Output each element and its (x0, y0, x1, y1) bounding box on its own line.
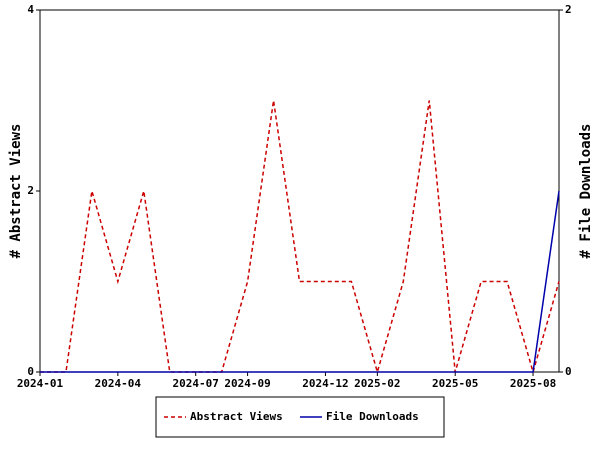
x-tick-label: 2024-12 (302, 377, 348, 390)
y-axis-label: # Abstract Views (8, 124, 24, 259)
legend-label: Abstract Views (190, 410, 283, 423)
x-tick-label: 2024-01 (17, 377, 64, 390)
y-tick-label: 2 (27, 184, 34, 197)
x-tick-label: 2024-07 (173, 377, 219, 390)
x-tick-label: 2025-05 (432, 377, 478, 390)
x-tick-label: 2025-08 (510, 377, 556, 390)
y2-tick-label: 0 (565, 365, 572, 378)
series-line (40, 100, 560, 375)
series-line (40, 190, 560, 373)
legend-label: File Downloads (326, 410, 419, 423)
x-tick-label: 2024-04 (95, 377, 142, 390)
x-tick-label: 2024-09 (224, 377, 270, 390)
y2-tick-label: 2 (565, 3, 572, 16)
y2-axis-label: # File Downloads (578, 124, 594, 259)
plot-frame (39, 9, 560, 373)
y-tick-label: 4 (27, 3, 34, 16)
y-tick-label: 0 (27, 365, 34, 378)
x-tick-label: 2025-02 (354, 377, 400, 390)
